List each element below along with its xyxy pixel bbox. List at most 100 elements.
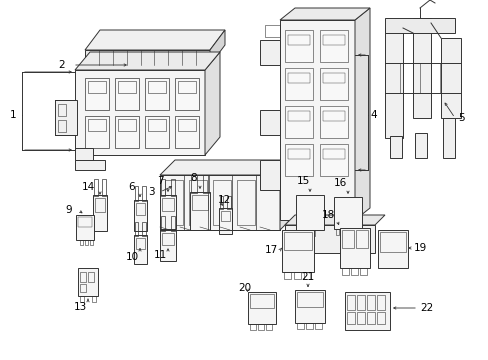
Bar [319,144,347,176]
Bar [78,268,98,296]
Bar [115,78,139,110]
Bar [305,230,307,236]
Bar [135,238,144,249]
Text: 14: 14 [81,182,95,192]
Bar [323,73,345,83]
Bar [323,111,345,121]
Bar [333,197,361,229]
Bar [247,292,275,324]
Bar [342,229,346,235]
Bar [93,195,107,231]
Bar [85,240,88,245]
Polygon shape [160,175,280,230]
Bar [162,198,174,211]
Bar [175,78,199,110]
Polygon shape [204,52,220,155]
Bar [191,175,196,193]
Bar [145,78,169,110]
Bar [80,284,86,292]
Bar [323,35,345,45]
Bar [389,136,401,158]
Bar [134,186,138,201]
Text: 2: 2 [58,60,64,70]
Bar [285,30,312,62]
Bar [377,230,407,268]
Bar [346,295,354,310]
Text: 17: 17 [264,245,278,255]
Text: 22: 22 [419,303,432,313]
Bar [160,195,176,229]
Bar [170,179,175,196]
Bar [75,160,105,170]
Bar [376,295,384,310]
Bar [237,180,254,225]
Polygon shape [280,160,294,230]
Bar [192,195,207,210]
Bar [335,229,338,235]
Bar [118,119,136,131]
Text: 18: 18 [321,210,334,220]
Polygon shape [285,215,384,225]
Bar [170,216,175,231]
Bar [265,324,271,330]
Text: 5: 5 [457,113,464,123]
Bar [88,81,106,93]
Bar [175,116,199,148]
Text: 19: 19 [413,243,427,253]
Bar [440,38,460,118]
Bar [80,240,83,245]
Bar [294,290,325,323]
Text: 13: 13 [73,302,86,312]
Text: 8: 8 [190,173,197,183]
Bar [345,292,389,330]
Bar [285,106,312,138]
Bar [285,68,312,100]
Bar [293,272,301,279]
Bar [135,203,144,215]
Bar [359,268,366,275]
Bar [260,40,280,65]
Text: 11: 11 [153,250,166,260]
Bar [55,100,77,135]
Bar [164,180,183,225]
Bar [284,272,290,279]
Text: 21: 21 [301,272,314,282]
Bar [304,272,310,279]
Bar [88,119,106,131]
Bar [76,215,94,240]
Bar [319,30,347,62]
Bar [160,230,176,261]
Bar [296,292,323,307]
Bar [319,106,347,138]
Bar [178,81,196,93]
Bar [142,186,145,201]
Bar [264,25,280,37]
Polygon shape [75,52,220,70]
Bar [287,35,309,45]
Bar [85,78,109,110]
Bar [260,110,280,135]
Bar [58,120,66,132]
Bar [412,18,430,118]
Bar [287,149,309,159]
Bar [219,196,223,209]
Bar [323,149,345,159]
Bar [115,116,139,148]
Bar [118,81,136,93]
Polygon shape [75,70,204,155]
Text: 7: 7 [156,176,163,186]
Bar [295,195,324,230]
Bar [80,296,84,302]
Bar [133,235,146,264]
Bar [80,272,86,282]
Bar [95,198,105,212]
Bar [356,295,364,310]
Bar [339,228,369,268]
Bar [442,118,454,158]
Bar [94,179,98,196]
Bar [260,160,280,190]
Text: 15: 15 [296,176,309,186]
Bar [314,323,321,329]
Bar [145,116,169,148]
Bar [58,104,66,116]
